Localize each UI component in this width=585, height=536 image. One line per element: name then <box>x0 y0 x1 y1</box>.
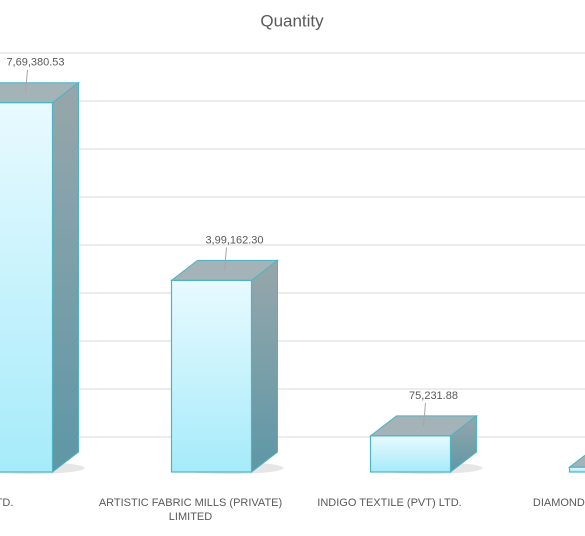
x-tick-label: INDIGO TEXTILE (PVT) LTD. <box>317 497 461 509</box>
bar <box>170 279 253 473</box>
x-tick-label: DIAMOND FABRICS L <box>533 497 585 509</box>
bar <box>568 466 585 473</box>
x-tick-label: ARTISTIC FABRIC MILLS (PRIVATE) LIMITED <box>99 497 282 523</box>
leader-line <box>25 69 28 93</box>
x-tick-label: VT) LTD. <box>0 497 13 509</box>
value-label: 7,69,380.53 <box>6 57 64 69</box>
bar <box>0 102 54 473</box>
bar <box>369 435 452 473</box>
bar-side <box>251 259 278 474</box>
bar-side <box>52 81 79 474</box>
bar-top <box>568 454 585 468</box>
value-label: 3,99,162.30 <box>205 234 263 246</box>
leader-line <box>224 247 227 271</box>
chart-title: Quantity <box>260 11 324 30</box>
leader-line <box>423 402 426 426</box>
value-label: 75,231.88 <box>409 390 458 402</box>
